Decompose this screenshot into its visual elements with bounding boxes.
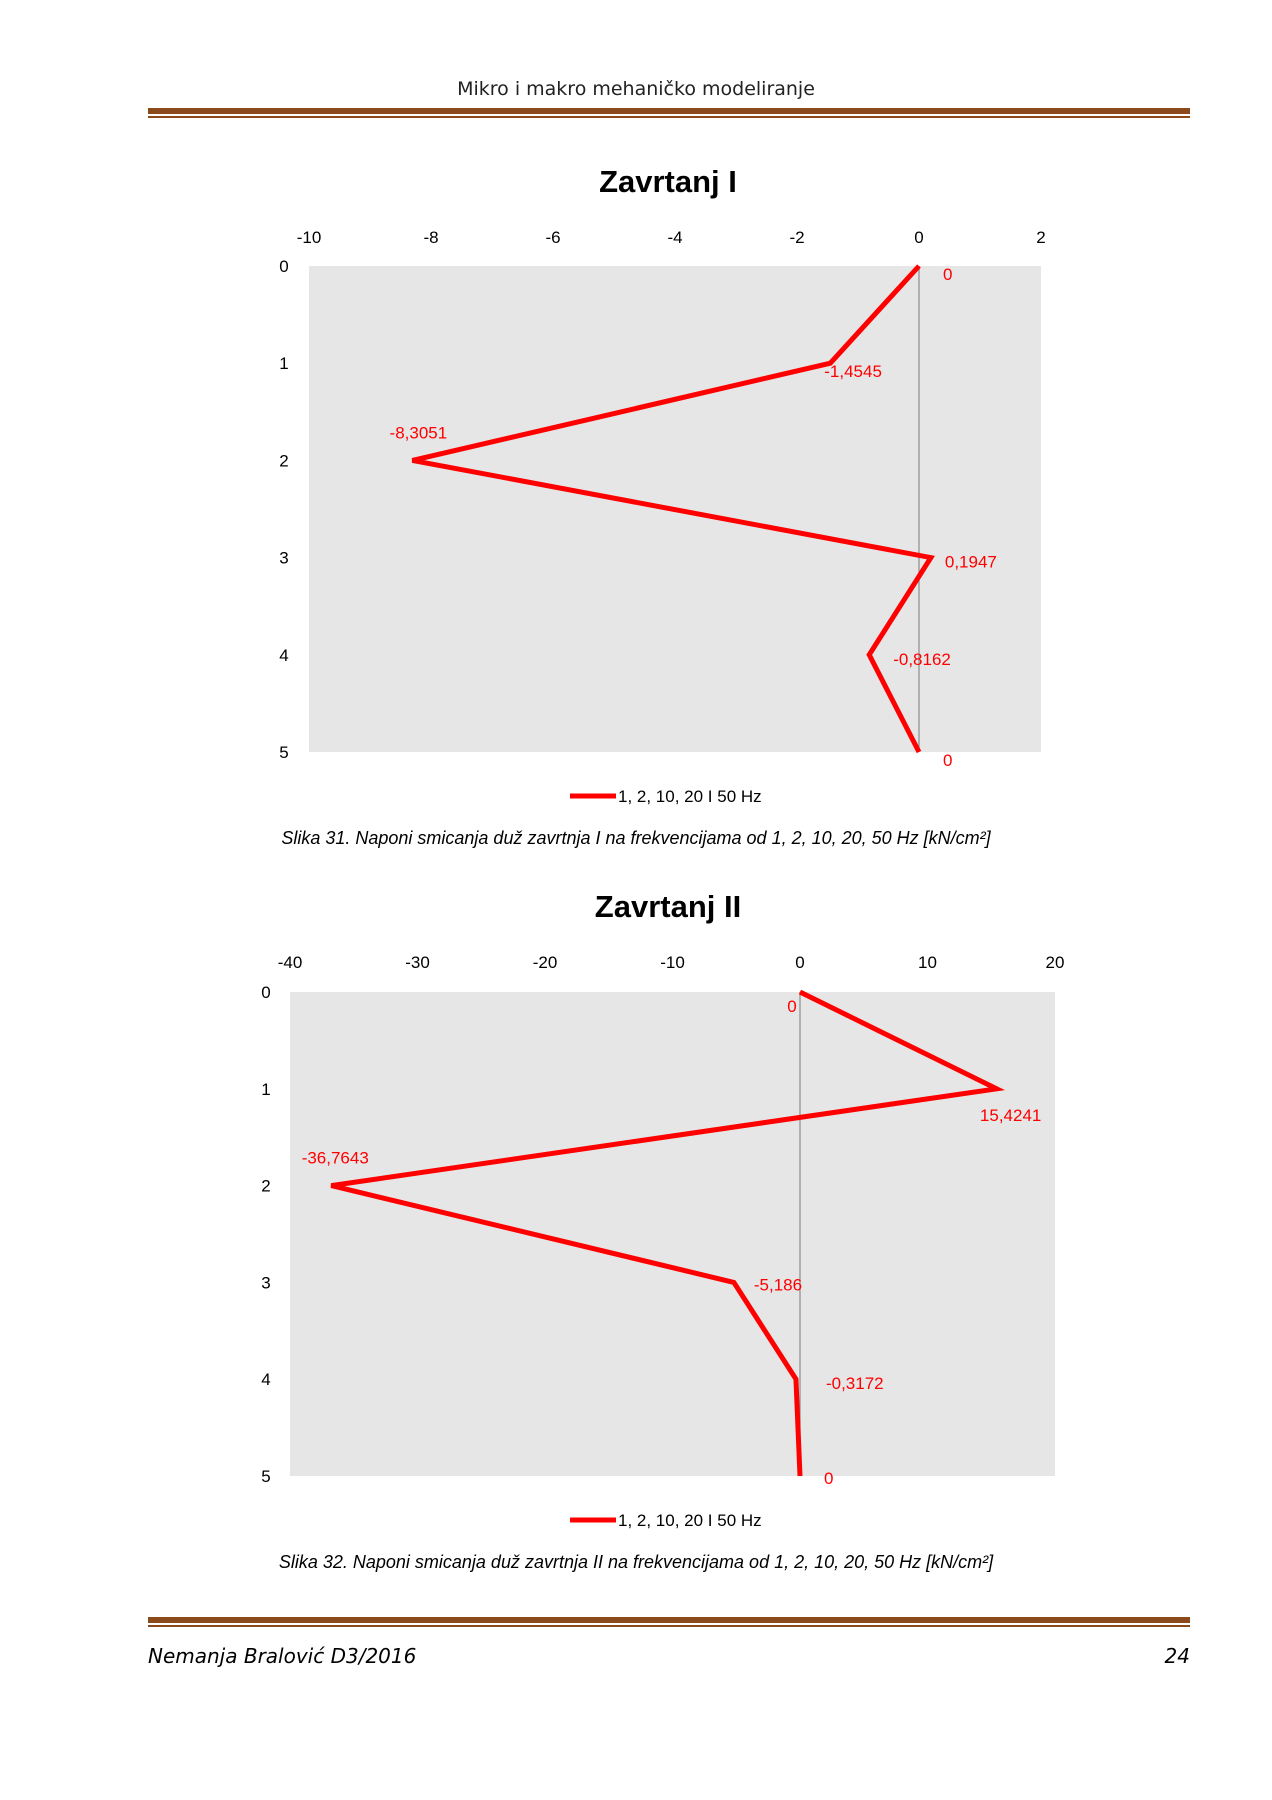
data-label: 0 [943,265,952,284]
footer-rule [148,1617,1190,1627]
footer-author: Nemanja Bralović D3/2016 [148,1644,417,1668]
x-tick-label: -8 [423,228,438,247]
y-tick-label: 4 [261,1370,270,1389]
x-tick-label: 0 [914,228,923,247]
header-rule [148,108,1190,118]
chart-title: Zavrtanj I [599,164,737,199]
data-label: -5,186 [754,1275,802,1294]
data-label: 0 [787,997,796,1016]
y-tick-label: 4 [279,646,288,665]
y-tick-label: 1 [279,354,288,373]
data-label: 0,1947 [945,553,997,572]
legend-label: 1, 2, 10, 20 I 50 Hz [618,1511,762,1530]
series-line [411,264,935,754]
x-tick-label: -10 [297,228,322,247]
figure-caption-32: Slika 32. Naponi smicanja duž zavrtnja I… [278,1552,994,1572]
y-tick-label: 1 [261,1080,270,1099]
y-tick-label: 2 [279,451,288,470]
x-tick-label: 10 [918,953,937,972]
data-label: 15,4241 [980,1106,1041,1125]
data-label: 0 [943,751,952,770]
data-label: -0,3172 [826,1374,884,1393]
data-label: -0,8162 [893,650,951,669]
plot-area [290,992,1055,1476]
x-tick-label: 20 [1046,953,1065,972]
y-tick-label: 3 [261,1273,270,1292]
data-label: -1,4545 [824,362,882,381]
x-tick-label: -40 [278,953,303,972]
y-tick-label: 3 [279,549,288,568]
legend-label: 1, 2, 10, 20 I 50 Hz [618,787,762,806]
x-tick-label: -30 [405,953,430,972]
x-tick-label: -10 [660,953,685,972]
x-tick-label: 0 [795,953,804,972]
chart-svg: Zavrtanj II -40 -30 -20 -10 0 10 20 0 1 2 3 4 5 0 15,42… [261,889,1065,1530]
data-label: -8,3051 [390,423,448,442]
series-line [330,989,1005,1477]
footer-page-number: 24 [1164,1644,1190,1668]
x-tick-label: 2 [1036,228,1045,247]
header-title: Mikro i makro mehaničko modeliranje [457,78,815,100]
chart-title: Zavrtanj II [595,889,741,924]
y-tick-label: 2 [261,1177,270,1196]
y-tick-label: 0 [279,257,288,276]
data-label: 0 [824,1469,833,1488]
x-tick-label: -6 [545,228,560,247]
x-tick-label: -4 [667,228,682,247]
y-tick-label: 5 [261,1467,270,1486]
data-label: -36,7643 [302,1149,369,1168]
figure-caption-31: Slika 31. Naponi smicanja duž zavrtnja I… [281,828,991,848]
x-tick-label: -2 [789,228,804,247]
y-tick-label: 0 [261,983,270,1002]
x-tick-label: -20 [533,953,558,972]
chart-svg: Zavrtanj I -10 -8 -6 -4 -2 0 2 0 1 2 3 4 5 0 -1,4545 -8,… [279,164,1045,806]
y-tick-label: 5 [279,743,288,762]
